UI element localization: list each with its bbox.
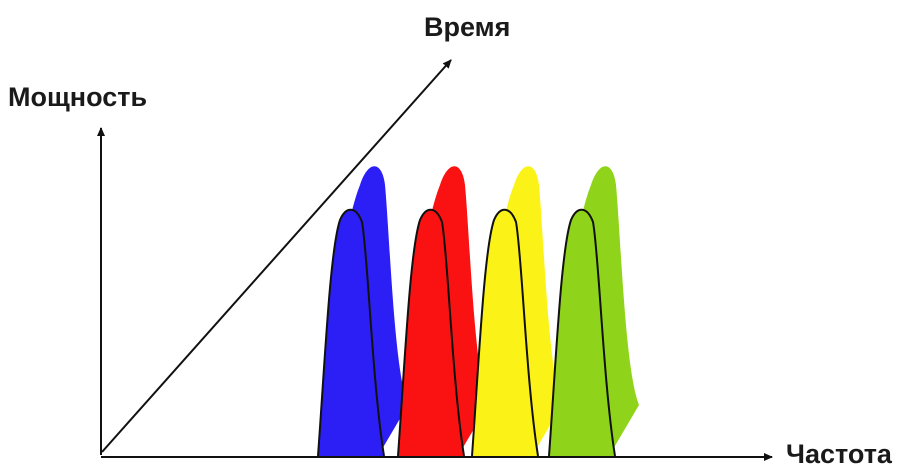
red-channel-pulse	[397, 166, 488, 457]
time-axis-label: Время	[424, 12, 511, 42]
yellow-channel-pulse	[471, 166, 562, 457]
yellow-pulse-front-outline	[471, 208, 539, 457]
power-axis-label: Мощность	[8, 82, 148, 112]
channel-pulses	[317, 166, 639, 457]
green-pulse-front-outline	[548, 208, 616, 457]
blue-pulse-front-outline	[317, 208, 385, 457]
time-axis	[101, 59, 452, 453]
red-pulse-front-outline	[397, 208, 465, 457]
green-channel-pulse	[548, 166, 639, 457]
blue-channel-pulse	[317, 166, 408, 457]
frequency-axis-label: Частота	[786, 439, 892, 469]
